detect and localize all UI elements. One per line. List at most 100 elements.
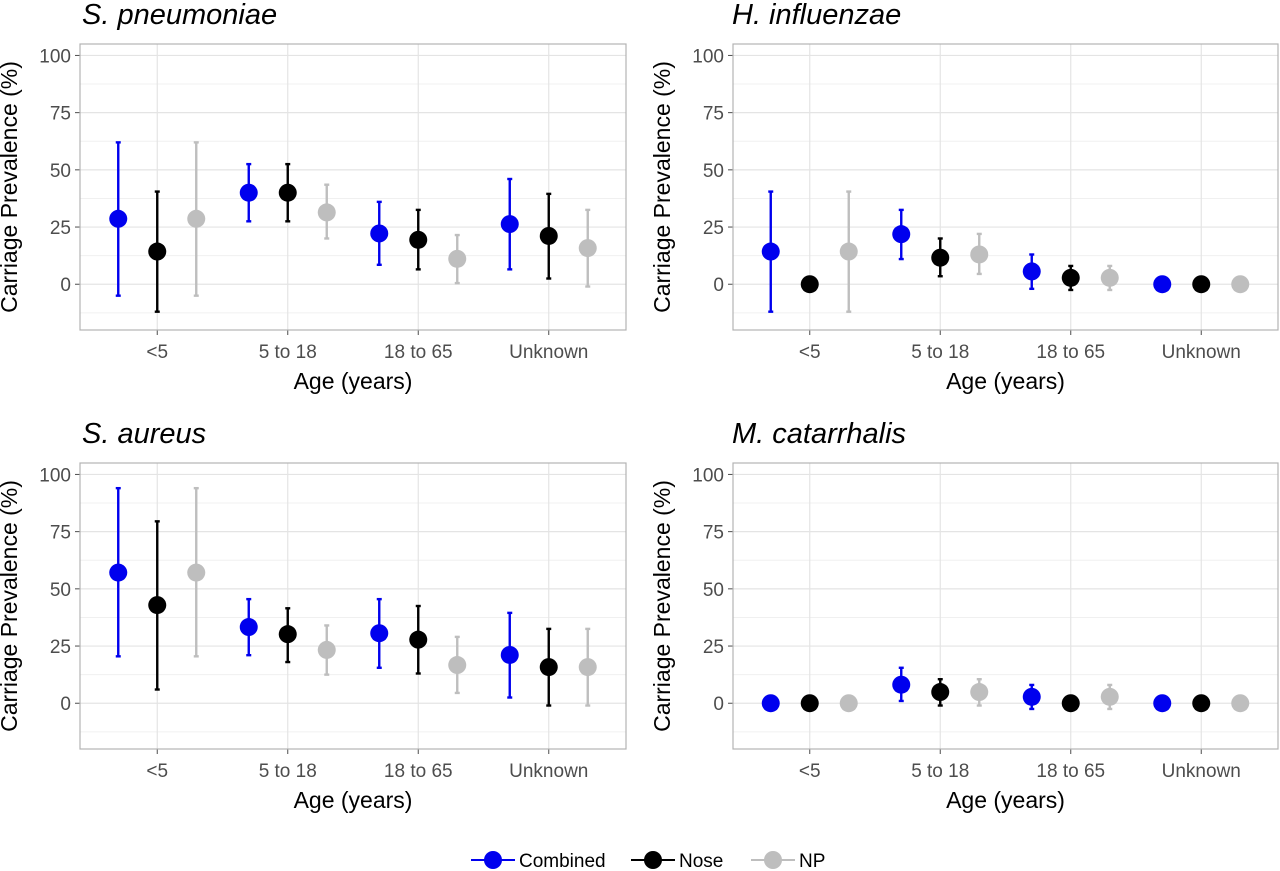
panel-title: S. aureus [82, 418, 206, 450]
data-point [1100, 687, 1119, 706]
data-point [931, 248, 950, 267]
y-tick-label: 25 [50, 218, 71, 239]
y-tick-label: 100 [692, 46, 724, 67]
y-tick-label: 75 [50, 523, 71, 544]
x-tick-label: Unknown [509, 342, 588, 363]
data-point [148, 596, 167, 615]
x-tick-label: 5 to 18 [259, 342, 317, 363]
data-point [109, 209, 128, 228]
data-point [1231, 694, 1250, 713]
panel-4: 0 25 50 75 100 <5 5 to 18 18 to 65 Unknown M. cat… [649, 418, 1279, 813]
data-point [578, 239, 597, 258]
data-point [839, 694, 858, 713]
data-point [839, 242, 858, 261]
y-tick-label: 25 [703, 218, 724, 239]
data-point [800, 275, 819, 294]
y-tick-label: 0 [713, 694, 724, 715]
x-axis-title: Age (years) [946, 368, 1065, 394]
data-point [187, 563, 206, 582]
legend-label: Nose [679, 851, 723, 871]
data-point [578, 658, 597, 677]
data-point [1192, 275, 1211, 294]
x-tick-label: 5 to 18 [911, 761, 969, 782]
y-tick-label: 75 [703, 104, 724, 125]
data-point [761, 242, 780, 261]
data-point [970, 245, 989, 264]
x-tick-label: Unknown [1162, 761, 1241, 782]
legend-label: NP [799, 851, 825, 871]
data-point [109, 563, 128, 582]
series-nose [148, 520, 558, 707]
panel-border [79, 462, 627, 750]
data-point [239, 618, 258, 637]
legend-label: Combined [519, 851, 606, 871]
y-tick-label: 25 [703, 637, 724, 658]
data-point [239, 183, 258, 202]
x-tick-label: <5 [146, 761, 168, 782]
y-tick-label: 100 [39, 465, 71, 486]
panel-title: H. influenzae [732, 0, 901, 31]
plot-background [80, 44, 626, 330]
x-tick-label: 5 to 18 [911, 342, 969, 363]
data-point [148, 242, 167, 261]
y-axis-title: Carriage Prevalence (%) [649, 480, 675, 732]
series-combined [761, 666, 1172, 713]
x-axis-title: Age (years) [294, 787, 413, 813]
y-tick-label: 50 [50, 580, 71, 601]
data-point [1153, 694, 1172, 713]
data-point [1022, 262, 1041, 281]
x-tick-label: Unknown [1162, 342, 1241, 363]
x-tick-label: <5 [146, 342, 168, 363]
data-point [1061, 268, 1080, 287]
legend-item-combined: Combined [471, 851, 606, 871]
data-point [278, 625, 297, 644]
data-point [500, 215, 519, 234]
data-point [1100, 268, 1119, 287]
data-point [1153, 275, 1172, 294]
data-point [409, 230, 428, 249]
data-point [278, 183, 297, 202]
x-tick-label: <5 [799, 342, 821, 363]
y-tick-label: 50 [50, 161, 71, 182]
legend-key-point [484, 851, 502, 869]
data-point [370, 224, 389, 243]
y-tick-label: 0 [713, 275, 724, 296]
y-tick-label: 75 [50, 104, 71, 125]
data-point [448, 249, 467, 268]
data-point [187, 209, 206, 228]
x-tick-label: Unknown [509, 761, 588, 782]
y-tick-label: 25 [50, 637, 71, 658]
data-point [800, 694, 819, 713]
data-point [1022, 687, 1041, 706]
panel-3: 0 25 50 75 100 <5 5 to 18 18 to 65 Unknown S. aur… [0, 418, 627, 813]
data-point [539, 226, 558, 245]
y-tick-label: 100 [39, 46, 71, 67]
data-point [317, 203, 336, 222]
y-tick-label: 50 [703, 161, 724, 182]
x-tick-label: 18 to 65 [1036, 761, 1105, 782]
data-point [370, 624, 389, 643]
series-np [839, 678, 1250, 713]
data-point [409, 630, 428, 649]
x-axis-title: Age (years) [946, 787, 1065, 813]
data-point [500, 645, 519, 664]
y-tick-label: 100 [692, 465, 724, 486]
plot-background [733, 44, 1278, 330]
y-tick-label: 75 [703, 523, 724, 544]
data-point [1192, 694, 1211, 713]
series-nose [800, 237, 1211, 294]
data-point [1061, 694, 1080, 713]
series-nose [800, 678, 1211, 713]
data-point [761, 694, 780, 713]
panel-2: 0 25 50 75 100 <5 5 to 18 18 to 65 Unknown H. inf… [649, 0, 1279, 394]
plot-background [733, 463, 1278, 749]
legend-key-point [764, 851, 782, 869]
data-point [892, 225, 911, 244]
panel-title: S. pneumoniae [82, 0, 277, 31]
legend-item-nose: Nose [631, 851, 723, 871]
y-tick-label: 0 [60, 694, 71, 715]
y-axis-title: Carriage Prevalence (%) [0, 61, 22, 313]
x-tick-label: 18 to 65 [1036, 342, 1105, 363]
legend: Combined Nose NP [471, 851, 825, 871]
